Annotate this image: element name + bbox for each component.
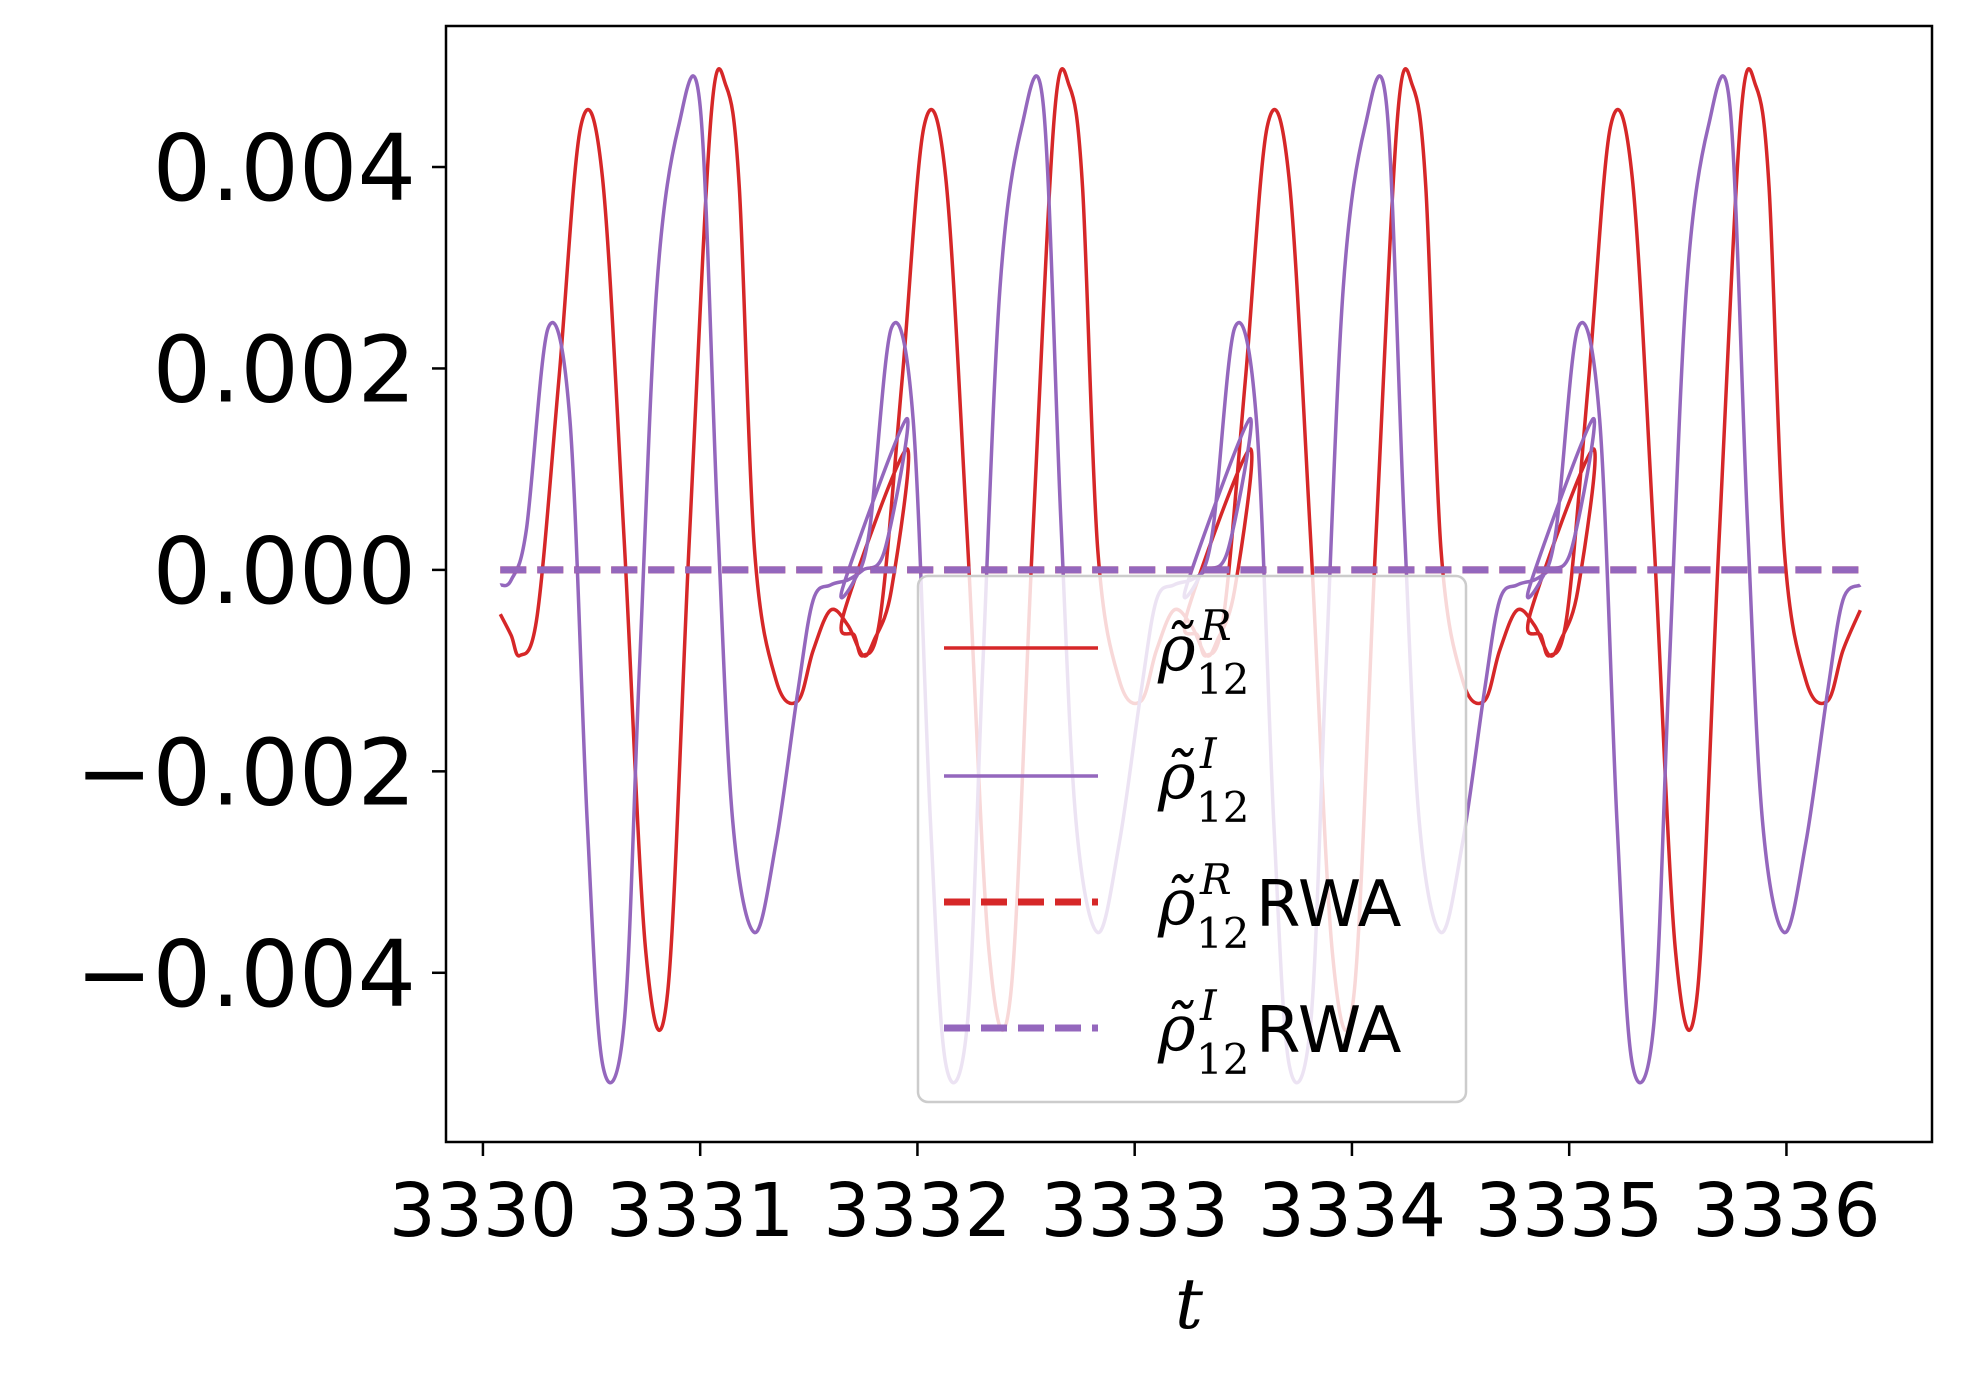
y-tick-label: −0.002 xyxy=(76,719,416,826)
legend-subscript: 12 xyxy=(1196,909,1249,958)
legend-symbol: ρ̃ xyxy=(1157,992,1196,1066)
x-tick-label: 3333 xyxy=(1041,1168,1229,1254)
legend-symbol: ρ̃ xyxy=(1157,866,1196,940)
x-tick-label: 3331 xyxy=(606,1168,794,1254)
x-tick-label: 3334 xyxy=(1258,1168,1446,1254)
legend-label: ρ̃ R 12 RWA xyxy=(1157,855,1402,958)
legend-symbol: ρ̃ xyxy=(1157,740,1196,814)
legend-label: ρ̃ R 12 xyxy=(1157,601,1249,704)
legend-symbol: ρ̃ xyxy=(1157,612,1196,686)
legend-superscript: I xyxy=(1199,981,1218,1030)
x-tick-label: 3335 xyxy=(1475,1168,1663,1254)
legend-suffix: RWA xyxy=(1256,994,1402,1068)
x-axis-label: t xyxy=(1175,1263,1204,1345)
y-tick-label: 0.002 xyxy=(153,316,416,423)
x-axis: 3330 3331 3332 3333 3334 3335 3336 xyxy=(389,1142,1881,1254)
legend-subscript: 12 xyxy=(1196,1035,1249,1084)
legend-box xyxy=(916,574,1468,1104)
x-tick-label: 3332 xyxy=(823,1168,1011,1254)
x-tick-label: 3336 xyxy=(1692,1168,1880,1254)
x-tick-label: 3330 xyxy=(389,1168,577,1254)
legend-superscript: I xyxy=(1199,729,1218,778)
plot-frame xyxy=(444,24,1934,1144)
legend-suffix: RWA xyxy=(1256,868,1402,942)
legend-superscript: R xyxy=(1199,601,1232,650)
y-tick-label: 0.000 xyxy=(153,518,416,625)
legend-label: ρ̃ I 12 xyxy=(1157,729,1249,832)
y-axis: 0.004 0.002 0.000 −0.002 −0.004 xyxy=(76,115,446,1028)
legend-label: ρ̃ I 12 RWA xyxy=(1157,981,1402,1084)
y-tick-label: 0.004 xyxy=(153,115,416,222)
legend-superscript: R xyxy=(1199,855,1232,904)
series-line-solid-2 xyxy=(499,74,1862,1085)
legend-subscript: 12 xyxy=(1196,655,1249,704)
legend-subscript: 12 xyxy=(1196,783,1249,832)
y-tick-label: −0.004 xyxy=(76,921,416,1028)
